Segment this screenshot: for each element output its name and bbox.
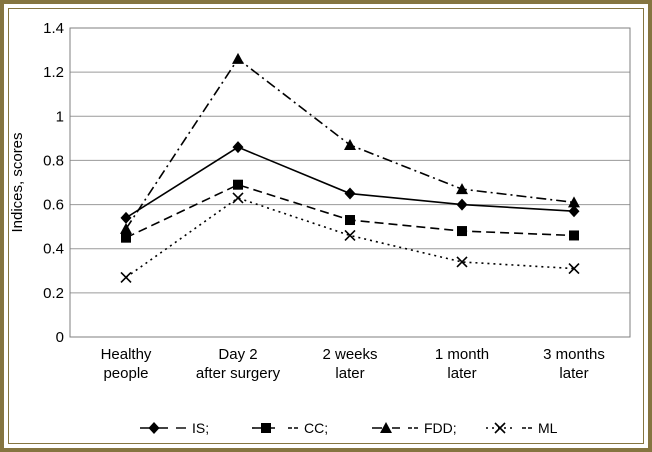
series-is [120, 141, 580, 224]
x-category-label: people [103, 365, 148, 382]
x-category-label: Healthy [101, 346, 152, 363]
data-point [456, 256, 468, 268]
series-ml [120, 192, 580, 283]
legend-marker [494, 422, 506, 434]
data-point [233, 179, 243, 190]
y-tick-label: 0.8 [43, 152, 64, 169]
x-category-label: later [559, 365, 588, 382]
series-line [125, 197, 575, 279]
data-point [568, 263, 580, 275]
data-point [456, 183, 468, 195]
data-point [344, 187, 356, 200]
x-category-label: 2 weeks [322, 346, 377, 363]
grid-layer [70, 27, 630, 294]
x-category-label: later [447, 365, 476, 382]
legend-label: CC; [304, 420, 328, 436]
data-point [568, 205, 580, 218]
legend: IS; CC; FDD; ML [140, 420, 558, 436]
x-category-label: later [335, 365, 364, 382]
chart-frame-inner [8, 8, 644, 444]
x-category-label: 1 month [435, 346, 489, 363]
y-tick-label: 1 [56, 108, 64, 125]
data-point [120, 271, 132, 283]
y-axis-title: Indices, scores [9, 132, 26, 232]
data-point [232, 141, 244, 154]
series-line [125, 146, 575, 219]
data-point [344, 138, 356, 150]
y-tick-label: 1.2 [43, 64, 64, 81]
series-layer [120, 52, 580, 283]
legend-label: ML [538, 420, 558, 436]
legend-item: ML [486, 420, 558, 436]
data-point [232, 52, 244, 64]
x-category-label: Day 2 [218, 346, 257, 363]
data-point [121, 232, 131, 243]
legend-marker [148, 422, 160, 434]
x-axis-labels: Healthy people Day 2 after surgery 2 weeks la… [101, 346, 605, 382]
legend-item: CC; [252, 420, 328, 436]
data-point [457, 226, 467, 237]
legend-label: IS; [192, 420, 209, 436]
data-point [345, 215, 355, 226]
y-axis-ticks: 0 0.2 0.4 0.6 0.8 1 1.2 1.4 [43, 20, 64, 346]
y-tick-label: 0.6 [43, 197, 64, 214]
x-category-label: after surgery [196, 365, 281, 382]
legend-marker [261, 423, 271, 433]
y-tick-label: 0 [56, 329, 64, 346]
x-category-label: 3 months [543, 346, 605, 363]
series-fdd [120, 52, 580, 234]
data-point [120, 211, 132, 224]
y-tick-label: 0.4 [43, 241, 64, 258]
plot-area [69, 27, 631, 338]
data-point [120, 222, 132, 234]
data-point [568, 196, 580, 208]
data-point [344, 229, 356, 242]
data-point [232, 192, 244, 204]
legend-label: FDD; [424, 420, 457, 436]
legend-item: IS; [140, 420, 209, 436]
y-tick-label: 1.4 [43, 20, 64, 37]
y-tick-label: 0.2 [43, 285, 64, 302]
legend-marker [380, 422, 392, 433]
series-cc [121, 179, 579, 243]
legend-item: FDD; [372, 420, 457, 436]
data-point [456, 198, 468, 211]
data-point [569, 230, 579, 241]
